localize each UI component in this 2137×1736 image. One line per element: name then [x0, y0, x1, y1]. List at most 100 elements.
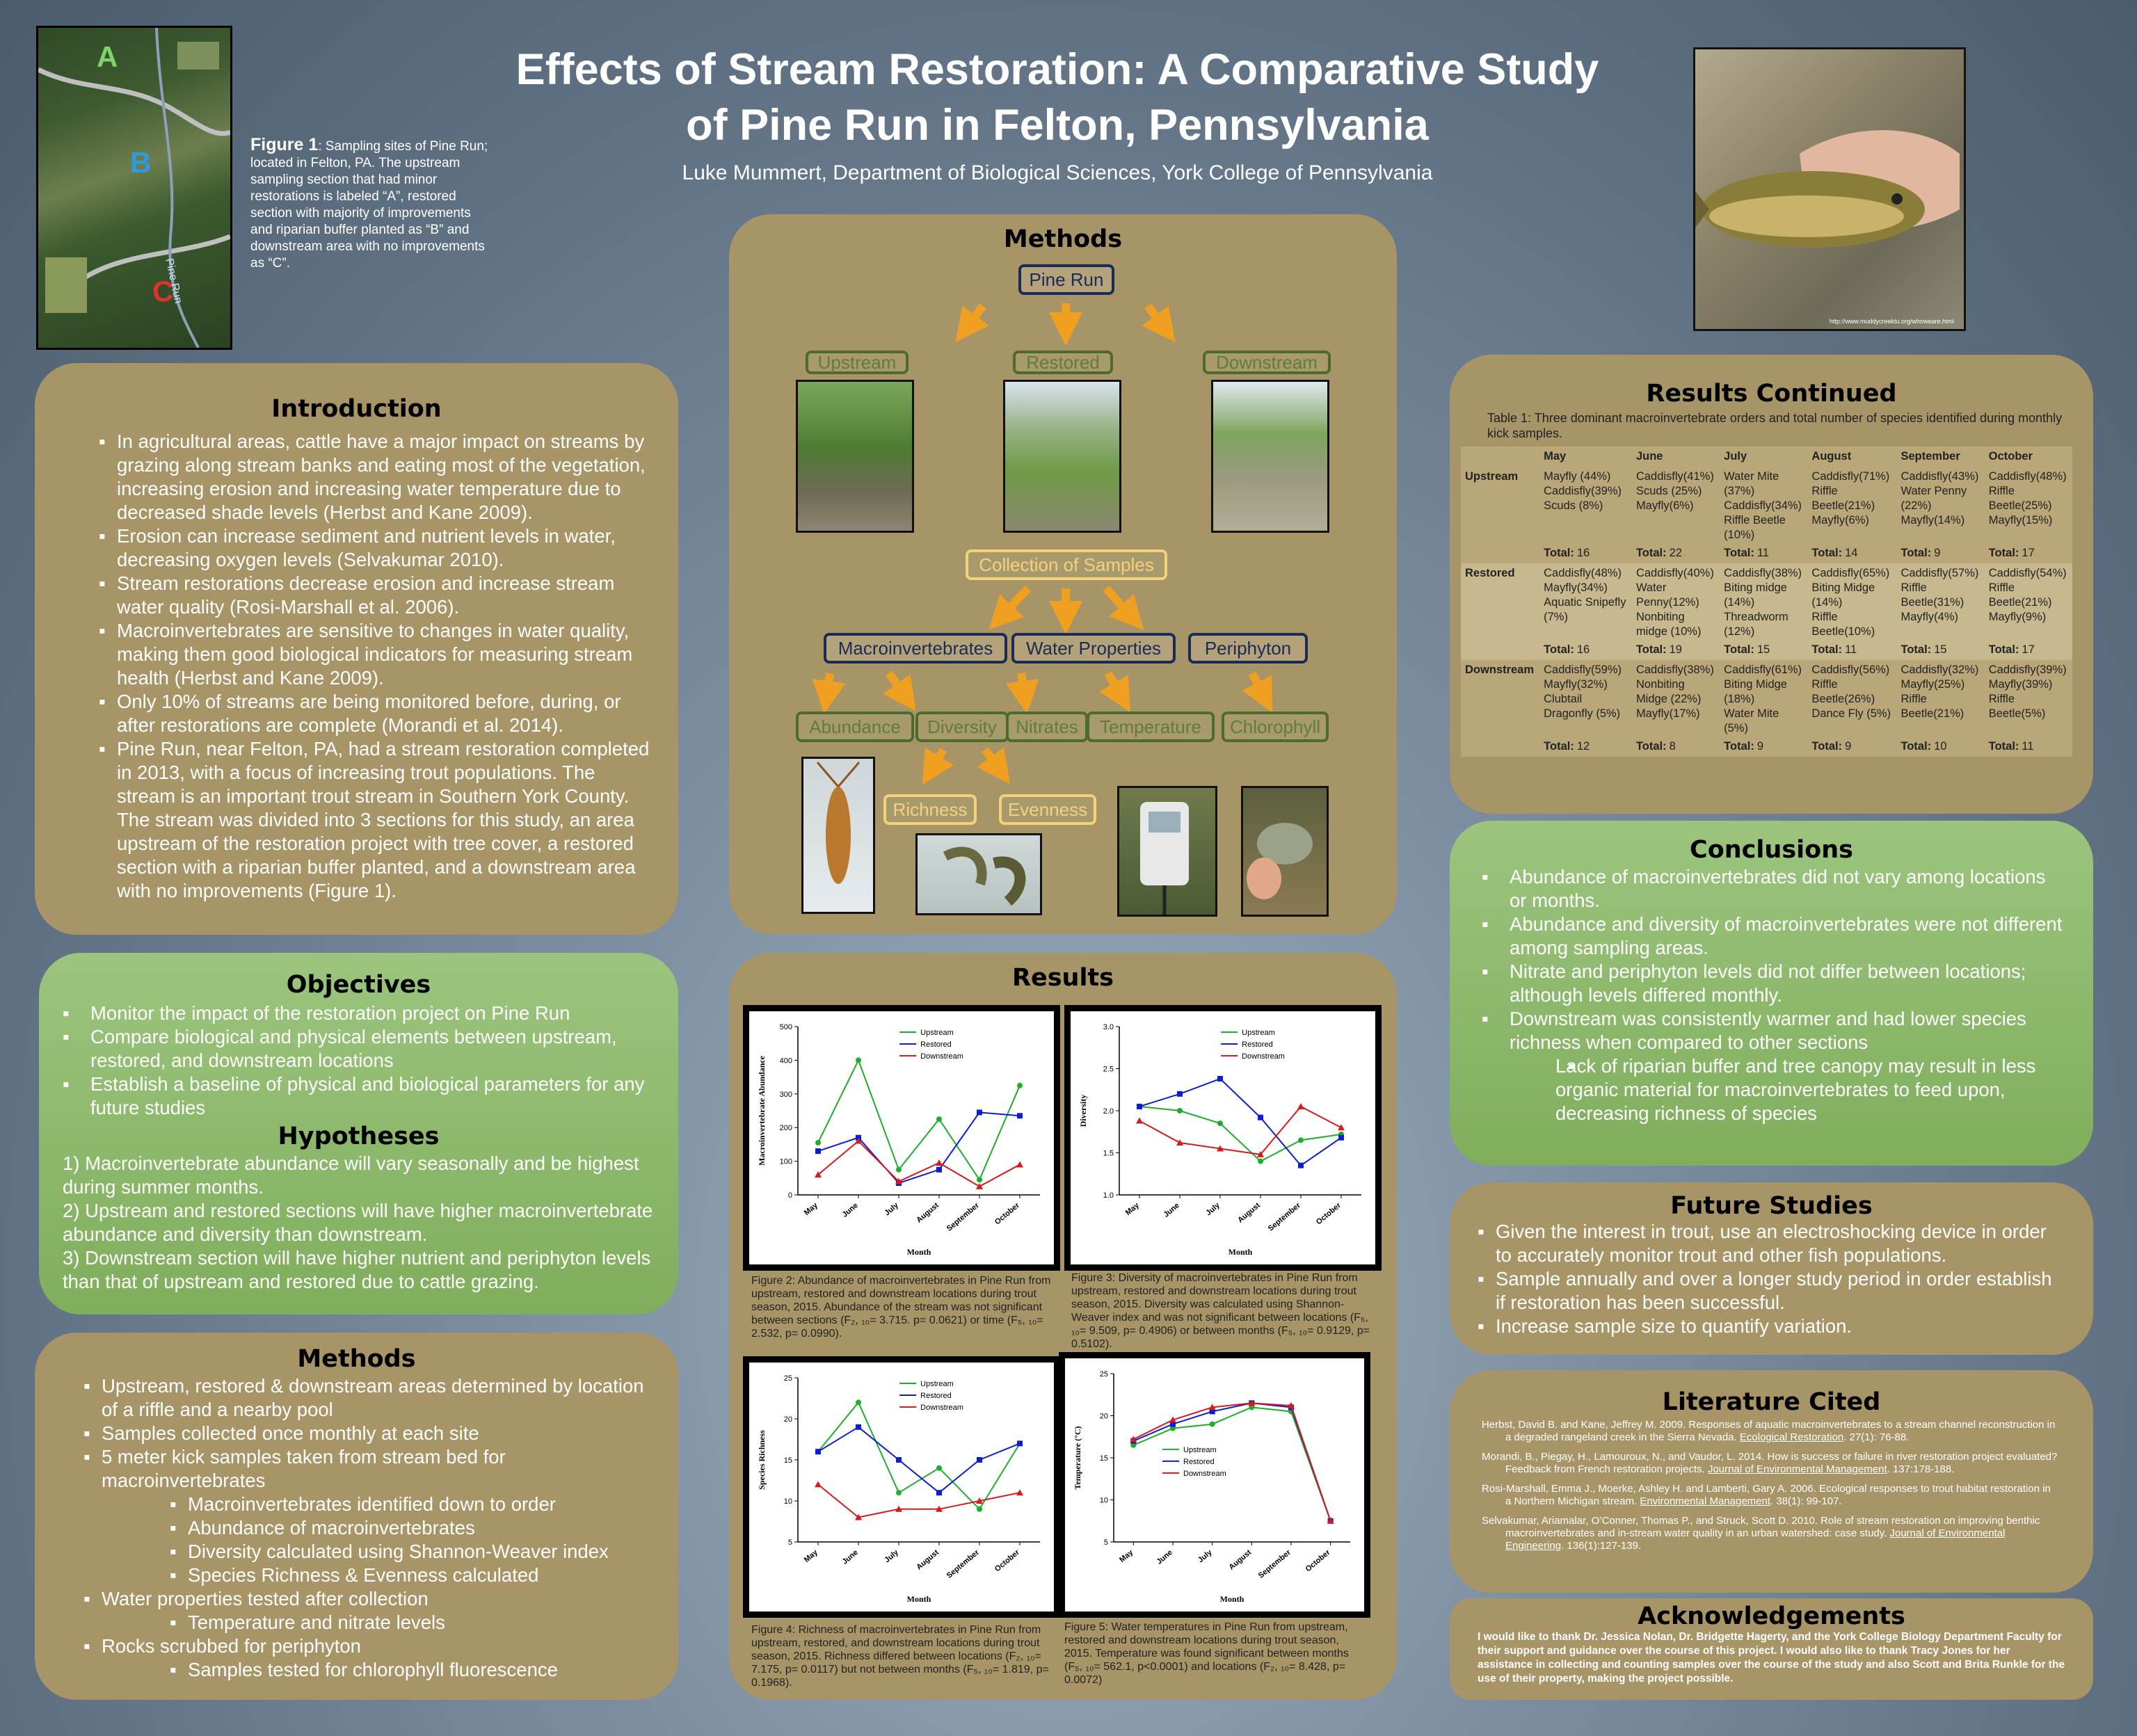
reference-journal: Ecological Restoration — [1739, 1431, 1844, 1443]
total-value: 22 — [1669, 547, 1682, 559]
methods-item: Macroinvertebrates identified down to or… — [83, 1493, 650, 1516]
node-chlorophyll: Chlorophyll — [1222, 712, 1329, 742]
total-label: Total: — [1811, 740, 1843, 753]
methods-list: Upstream, restored & downstream areas de… — [83, 1374, 650, 1682]
data-point — [1177, 1091, 1183, 1097]
data-point — [896, 1166, 902, 1173]
table-month-header: August — [1811, 450, 1852, 463]
data-point — [1016, 1489, 1023, 1496]
series-line-restored — [817, 1426, 1021, 1494]
data-point — [1338, 1124, 1345, 1131]
x-tick-label: October — [1304, 1548, 1333, 1574]
hypotheses-title: Hypotheses — [278, 1123, 440, 1150]
data-point — [977, 1177, 982, 1183]
data-point — [896, 1490, 902, 1496]
data-point — [1217, 1076, 1223, 1082]
series-line-upstream — [817, 1401, 1021, 1511]
future-item: Increase sample size to quantify variati… — [1478, 1315, 2065, 1338]
total-label: Total: — [1900, 740, 1932, 753]
figure-1-label: Figure 1 — [250, 135, 319, 154]
map-roads — [38, 28, 230, 348]
objectives-title: Objectives — [286, 971, 431, 999]
x-tick-label: August — [1236, 1201, 1262, 1225]
data-point — [856, 1399, 861, 1406]
data-point — [977, 1506, 982, 1512]
table-cell-total: Total: 12 — [1544, 739, 1628, 754]
methods-text-title: Methods — [297, 1345, 416, 1373]
table-month-header: September — [1900, 450, 1960, 463]
data-point — [1288, 1401, 1295, 1408]
methods-item: Water properties tested after collection — [83, 1587, 650, 1611]
total-value: 9 — [1756, 740, 1764, 753]
x-tick-label: July — [1196, 1548, 1214, 1565]
total-label: Total: — [1988, 643, 2019, 656]
total-label: Total: — [1544, 740, 1574, 753]
methods-text-panel: Methods Upstream, restored & downstream … — [35, 1333, 678, 1700]
total-value: 15 — [1756, 643, 1770, 656]
table-cell: Water Mite (37%) Caddisfly(34%) Riffle B… — [1720, 467, 1807, 563]
data-point — [895, 1178, 902, 1184]
mayfly-photo — [801, 757, 875, 914]
results-continued-title: Results Continued — [1646, 380, 1897, 408]
table-cell: Caddisfly(56%) Riffle Beetle(26%) Dance … — [1807, 660, 1896, 757]
total-label: Total: — [1635, 740, 1667, 753]
data-point — [1017, 1113, 1023, 1119]
results-continued-panel: Results Continued Table 1: Three dominan… — [1450, 355, 2093, 814]
legend-label: Restored — [1242, 1040, 1273, 1049]
table-cell-orders: Caddisfly(61%) Biting Midge (18%) Water … — [1724, 664, 1802, 734]
table-cell-total: Total: 15 — [1724, 643, 1803, 657]
total-value: 16 — [1576, 643, 1590, 656]
table-cell-orders: Caddisfly(65%) Biting Midge (14%) Riffle… — [1811, 567, 1890, 638]
total-label: Total: — [1544, 643, 1574, 656]
richness-svg: 5 10 15 20 25 May June July August September Octob… — [757, 1374, 1040, 1604]
node-upstream: Upstream — [806, 351, 909, 374]
future-studies-panel: Future Studies Given the interest in tro… — [1450, 1182, 2093, 1355]
acknowledgements-panel: Acknowledgements I would like to thank D… — [1450, 1598, 2093, 1700]
x-tick-label: September — [1267, 1201, 1303, 1233]
y-tick-label: 5 — [788, 1538, 792, 1547]
data-point — [855, 1513, 862, 1520]
reference-pages: . 38(1): 99-107. — [1770, 1495, 1842, 1507]
data-point — [936, 1159, 943, 1166]
total-label: Total: — [1900, 547, 1932, 559]
total-label: Total: — [1635, 547, 1667, 559]
node-nitrates: Nitrates — [1006, 712, 1088, 742]
y-tick-label: 10 — [1100, 1497, 1108, 1505]
methods-item: Species Richness & Evenness calculated — [83, 1564, 650, 1587]
site-label-a: A — [97, 40, 118, 73]
total-label: Total: — [1544, 547, 1574, 559]
conclusion-item: Lack of riparian buffer and tree canopy … — [1482, 1054, 2065, 1125]
y-axis-label: Species Richness — [757, 1430, 767, 1490]
objectives-panel: Objectives Monitor the impact of the res… — [39, 953, 678, 1315]
objective-item: Establish a baseline of physical and bio… — [63, 1072, 650, 1120]
x-tick-label: August — [915, 1201, 941, 1225]
table-cell-orders: Water Mite (37%) Caddisfly(34%) Riffle B… — [1724, 470, 1802, 541]
y-tick-label: 20 — [784, 1415, 792, 1424]
node-temperature: Temperature — [1087, 712, 1215, 742]
x-axis-label: Month — [907, 1594, 931, 1604]
y-tick-label: 1.5 — [1103, 1150, 1114, 1158]
methods-item: 5 meter kick samples taken from stream b… — [83, 1445, 650, 1493]
data-point — [1297, 1102, 1304, 1109]
data-point — [1130, 1442, 1137, 1448]
methods-diagram-title: Methods — [1003, 225, 1123, 253]
table-cell: Caddisfly(57%) Riffle Beetle(31%) Mayfly… — [1897, 563, 1985, 660]
data-point — [1209, 1408, 1215, 1415]
series-line-upstream — [1139, 1105, 1342, 1162]
x-tick-label: July — [1204, 1201, 1222, 1218]
site-label-c: C — [152, 275, 174, 307]
future-studies-list: Given the interest in trout, use an elec… — [1478, 1220, 2065, 1338]
y-tick-label: 3.0 — [1103, 1023, 1114, 1031]
methods-item: Diversity calculated using Shannon-Weave… — [83, 1540, 650, 1564]
x-axis-label: Month — [1220, 1594, 1244, 1604]
site-map: A B C Pine Run — [36, 26, 232, 350]
x-tick-label: May — [1118, 1548, 1135, 1565]
total-value: 9 — [1934, 547, 1941, 559]
hypothesis-item: 1) Macroinvertebrate abundance will vary… — [63, 1152, 639, 1198]
x-tick-label: July — [883, 1201, 900, 1218]
total-value: 10 — [1934, 740, 1947, 753]
table-cell-orders: Caddisfly(48%) Mayfly(34%) Aquatic Snipe… — [1544, 567, 1626, 623]
table-cell-total: Total: 19 — [1636, 643, 1715, 657]
x-tick-label: August — [1228, 1548, 1254, 1572]
x-tick-label: June — [841, 1201, 860, 1219]
